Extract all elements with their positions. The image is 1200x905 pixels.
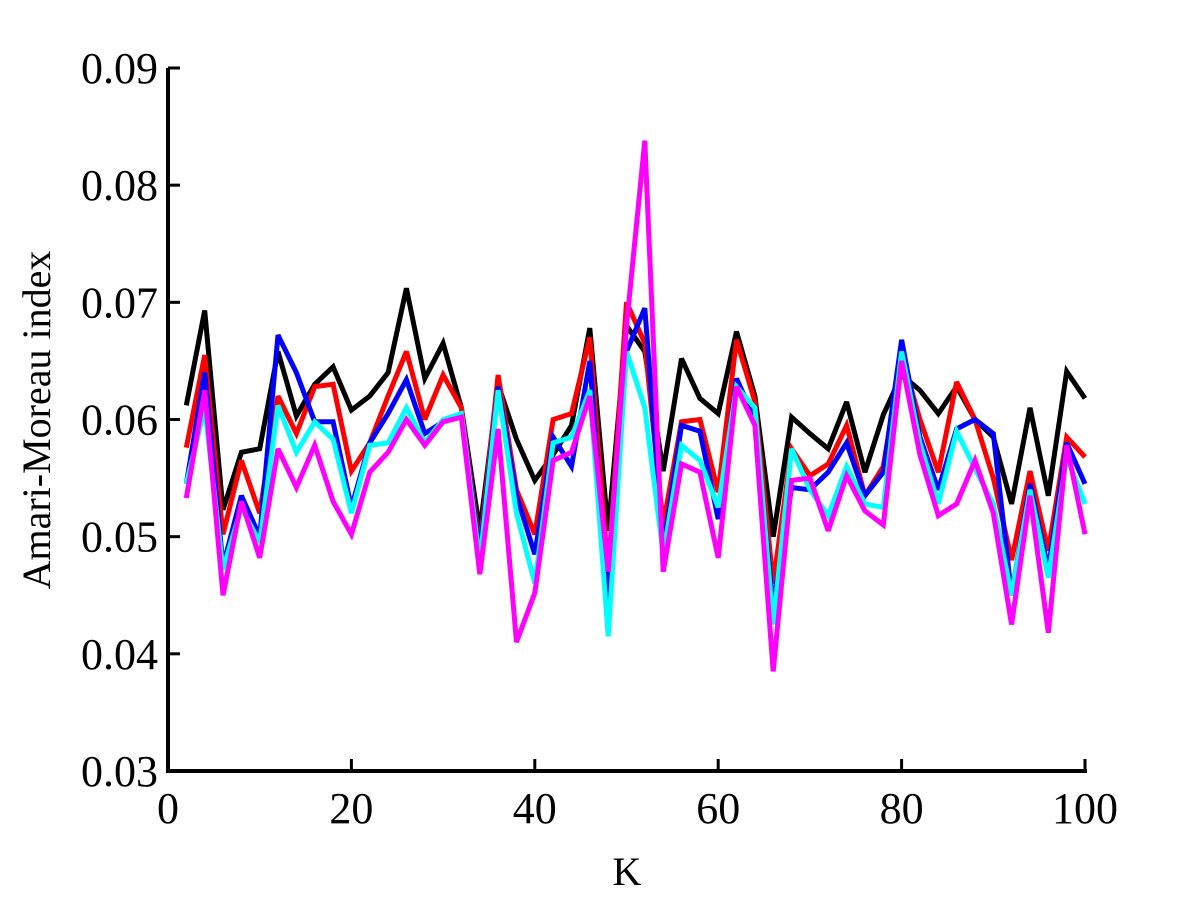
series-line-2 (183, 301, 1087, 584)
x-axis-title: K (613, 849, 642, 894)
y-axis-title: Amari-Moreau index (14, 251, 59, 590)
y-tick-label: 0.03 (81, 747, 158, 796)
ticks-layer: 0 20 40 60 80 100 0.03 0.04 0.05 0.06 0.07 0.08 0.09 (81, 44, 1118, 833)
y-tick-label: 0.09 (81, 44, 158, 93)
x-tick-label: 40 (513, 784, 557, 833)
x-tick-label: 60 (696, 784, 740, 833)
series-line-3 (183, 307, 1088, 608)
y-tick-label: 0.04 (81, 630, 158, 679)
series-line-4 (183, 350, 1088, 637)
y-tick-label: 0.07 (81, 278, 158, 327)
x-tick-label: 80 (880, 784, 924, 833)
x-tick-label: 100 (1052, 784, 1118, 833)
y-tick-label: 0.06 (81, 396, 158, 445)
y-tick-label: 0.08 (81, 161, 158, 210)
series-line-1 (183, 287, 1088, 538)
x-tick-label: 0 (157, 784, 179, 833)
series-layer (183, 140, 1088, 672)
y-tick-label: 0.05 (81, 513, 158, 562)
series-line-5 (183, 140, 1088, 672)
x-tick-label: 20 (329, 784, 373, 833)
